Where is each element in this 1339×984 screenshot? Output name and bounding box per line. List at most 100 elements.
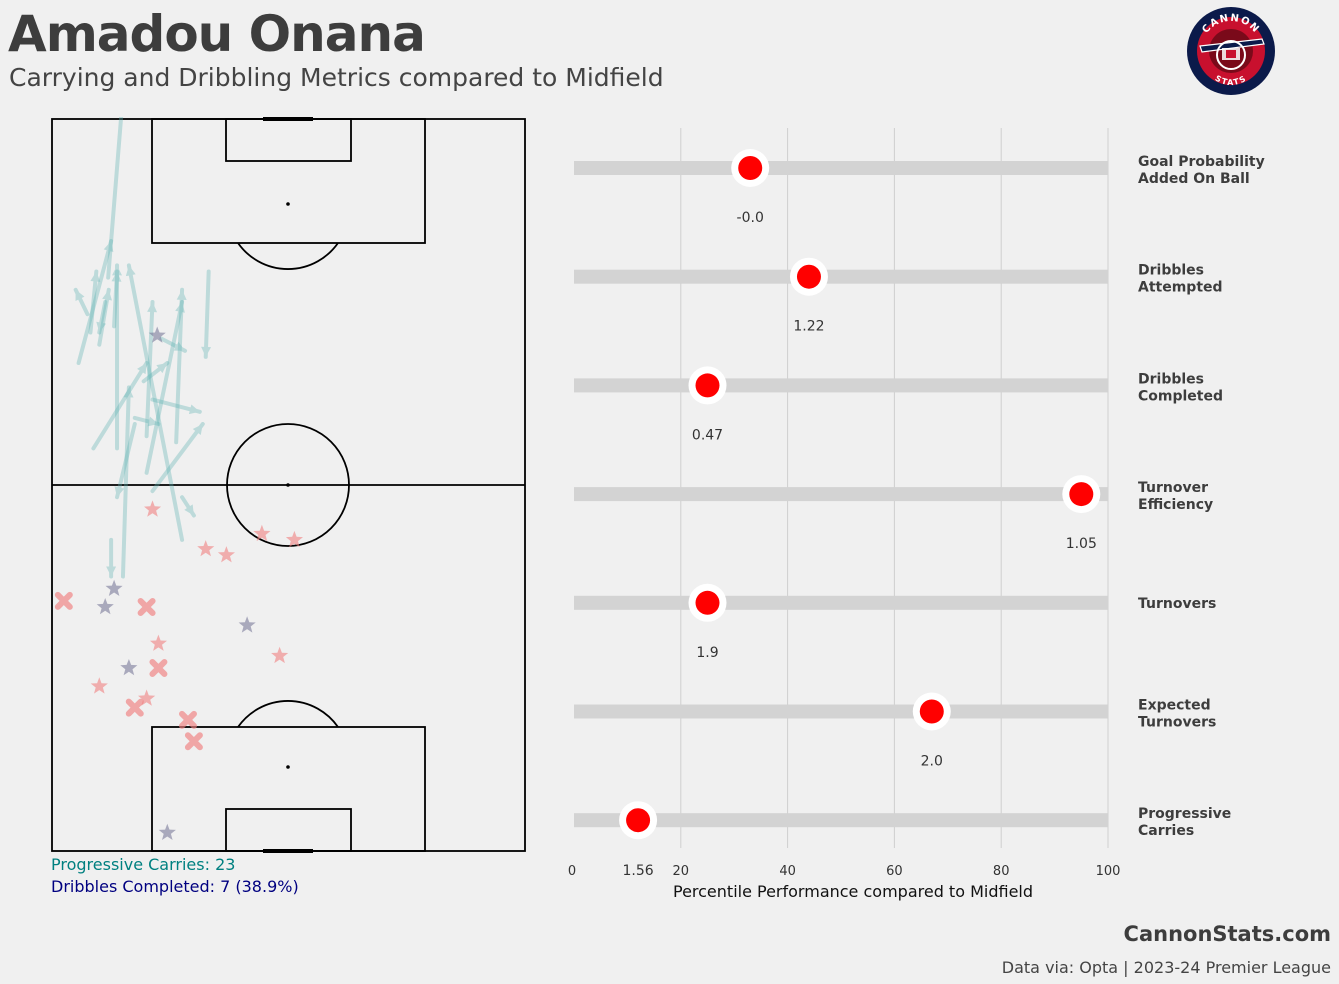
metric-label: Attempted (1138, 280, 1223, 296)
metric-dot (738, 156, 763, 180)
metric-track (574, 269, 1108, 284)
dribble-success-marker (158, 823, 176, 840)
dribble-fail-marker (138, 689, 156, 706)
legend-progressive-carries: Progressive Carries: 23 (51, 855, 236, 874)
carry-arrow (73, 287, 90, 317)
dribble-success-marker (148, 326, 166, 343)
ticks-layer: 0 20 40 60 80 100 (568, 864, 1121, 879)
dribble-success-marker (120, 659, 138, 676)
cannon-icon (1199, 38, 1265, 53)
metric-label: Turnovers (1138, 715, 1216, 731)
carry-arrow (144, 300, 158, 439)
dribble-lost-marker (54, 591, 73, 610)
carry-arrow (141, 361, 170, 384)
bottom-six-yard-box (225, 808, 352, 852)
bottom-penalty-arc (237, 700, 339, 728)
dribble-fail-marker (285, 530, 303, 548)
x-tick-label: 60 (886, 864, 903, 879)
dribble-fail-marker (90, 677, 108, 694)
dribble-fail-marker (271, 646, 289, 664)
metric-label: Completed (1138, 388, 1223, 404)
metric-label: Expected (1138, 698, 1211, 714)
x-tick-label: 40 (779, 864, 796, 879)
carries-layer (73, 117, 212, 579)
dribbles-layer (54, 326, 303, 840)
carry-arrow (111, 269, 122, 329)
carry-arrow (76, 239, 114, 365)
x-tick-label: 80 (993, 864, 1010, 879)
dribble-fail-marker (144, 500, 162, 517)
metric-track (574, 813, 1108, 828)
dribble-fail-marker (217, 546, 235, 563)
metric-dot (1069, 482, 1094, 507)
carry-arrow (159, 336, 188, 353)
dribble-success-marker (238, 616, 256, 633)
metric-label: Turnover (1138, 480, 1208, 496)
dribble-lost-marker (178, 710, 197, 729)
center-spot (286, 483, 290, 487)
carry-arrow (150, 397, 202, 415)
carry-arrow (174, 287, 187, 445)
dribble-success-marker (105, 579, 123, 596)
dribble-lost-marker (149, 659, 168, 677)
carry-arrow (96, 300, 108, 335)
x-tick-label: 20 (673, 864, 690, 879)
carry-arrow (112, 263, 123, 451)
logo-bottom-text: STATS (1214, 74, 1247, 87)
metric-value-label: -0.0 (737, 210, 764, 226)
page-subtitle: Carrying and Dribbling Metrics compared … (9, 63, 664, 92)
metric-track (574, 487, 1108, 502)
metric-dot (695, 590, 720, 615)
dribble-success-marker (96, 598, 114, 615)
svg-text:STATS: STATS (1214, 74, 1249, 87)
pitch-map (51, 117, 526, 853)
x-axis-title: Percentile Performance compared to Midfi… (673, 882, 1033, 901)
metric-value-label: 1.56 (622, 863, 653, 879)
carry-arrow (132, 415, 161, 427)
metric-track (574, 161, 1108, 175)
carry-arrow (150, 422, 205, 494)
legend-dribbles-completed: Dribbles Completed: 7 (38.9%) (51, 877, 299, 896)
metric-dot (919, 699, 944, 724)
x-tick-label: 0 (568, 864, 576, 879)
metric-value-label: 1.05 (1066, 536, 1097, 552)
carry-arrow (201, 269, 212, 359)
bottom-penalty-spot (286, 765, 290, 769)
metric-dot (796, 264, 821, 289)
carry-arrow (114, 422, 137, 500)
x-tick-label: 100 (1096, 864, 1121, 879)
dribble-lost-marker (137, 598, 156, 616)
brand-text: CannonStats.com (1123, 922, 1331, 946)
metric-label: Progressive (1138, 806, 1231, 822)
metric-track (574, 595, 1108, 610)
carry-arrow (88, 269, 101, 335)
dribble-fail-marker (197, 540, 215, 557)
metric-value-label: 0.47 (692, 427, 723, 443)
metric-label: Added On Ball (1138, 171, 1250, 187)
carry-arrow (97, 287, 112, 347)
dribble-fail-marker (149, 634, 167, 651)
top-penalty-box (151, 118, 426, 244)
metric-value-label: 1.22 (793, 319, 824, 335)
top-penalty-arc (237, 242, 339, 270)
metric-value-label: 2.0 (921, 754, 943, 770)
dribble-fail-marker (253, 524, 271, 542)
metric-track (574, 704, 1108, 719)
metric-dot (695, 373, 720, 398)
metric-label: Carries (1138, 823, 1194, 839)
dribble-lost-marker (125, 698, 144, 717)
source-text: Data via: Opta | 2023-24 Premier League (1001, 958, 1331, 977)
metric-label: Goal Probability (1138, 154, 1265, 170)
carry-arrow (106, 537, 117, 579)
dribble-lost-marker (184, 732, 203, 751)
metric-track (574, 378, 1108, 393)
top-six-yard-box (225, 118, 352, 162)
top-penalty-spot (286, 202, 290, 206)
metric-dot (626, 808, 651, 833)
metric-label: Dribbles (1138, 371, 1204, 387)
center-circle (226, 423, 350, 547)
carry-arrow (120, 385, 134, 579)
carry-arrow (125, 263, 185, 542)
